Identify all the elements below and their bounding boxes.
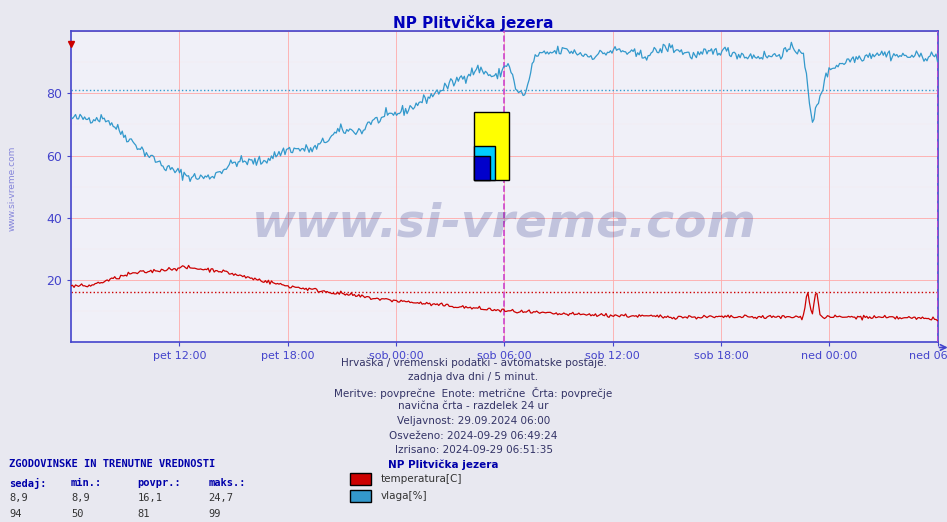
- FancyBboxPatch shape: [474, 146, 494, 181]
- Text: Izrisano: 2024-09-29 06:51:35: Izrisano: 2024-09-29 06:51:35: [395, 445, 552, 455]
- Text: NP Plitvička jezera: NP Plitvička jezera: [388, 459, 499, 470]
- FancyBboxPatch shape: [474, 157, 490, 181]
- Text: 16,1: 16,1: [137, 493, 162, 503]
- Text: Veljavnost: 29.09.2024 06:00: Veljavnost: 29.09.2024 06:00: [397, 416, 550, 426]
- Text: temperatura[C]: temperatura[C]: [381, 474, 462, 484]
- Text: 81: 81: [137, 509, 150, 519]
- Text: www.si-vreme.com: www.si-vreme.com: [8, 145, 17, 231]
- Text: www.si-vreme.com: www.si-vreme.com: [252, 201, 757, 246]
- Text: Hrvaška / vremenski podatki - avtomatske postaje.: Hrvaška / vremenski podatki - avtomatske…: [341, 358, 606, 368]
- Text: povpr.:: povpr.:: [137, 478, 181, 488]
- Text: maks.:: maks.:: [208, 478, 246, 488]
- Text: ZGODOVINSKE IN TRENUTNE VREDNOSTI: ZGODOVINSKE IN TRENUTNE VREDNOSTI: [9, 459, 216, 469]
- Text: 8,9: 8,9: [9, 493, 28, 503]
- Text: Meritve: povprečne  Enote: metrične  Črta: povprečje: Meritve: povprečne Enote: metrične Črta:…: [334, 387, 613, 399]
- Text: navična črta - razdelek 24 ur: navična črta - razdelek 24 ur: [399, 401, 548, 411]
- Text: min.:: min.:: [71, 478, 102, 488]
- Text: zadnja dva dni / 5 minut.: zadnja dva dni / 5 minut.: [408, 372, 539, 382]
- Text: 94: 94: [9, 509, 22, 519]
- Text: Osveženo: 2024-09-29 06:49:24: Osveženo: 2024-09-29 06:49:24: [389, 431, 558, 441]
- Text: sedaj:: sedaj:: [9, 478, 47, 489]
- FancyBboxPatch shape: [474, 112, 509, 181]
- Text: 24,7: 24,7: [208, 493, 233, 503]
- Text: 50: 50: [71, 509, 83, 519]
- Text: 8,9: 8,9: [71, 493, 90, 503]
- Text: NP Plitvička jezera: NP Plitvička jezera: [393, 15, 554, 31]
- Text: 99: 99: [208, 509, 221, 519]
- Text: vlaga[%]: vlaga[%]: [381, 491, 427, 501]
